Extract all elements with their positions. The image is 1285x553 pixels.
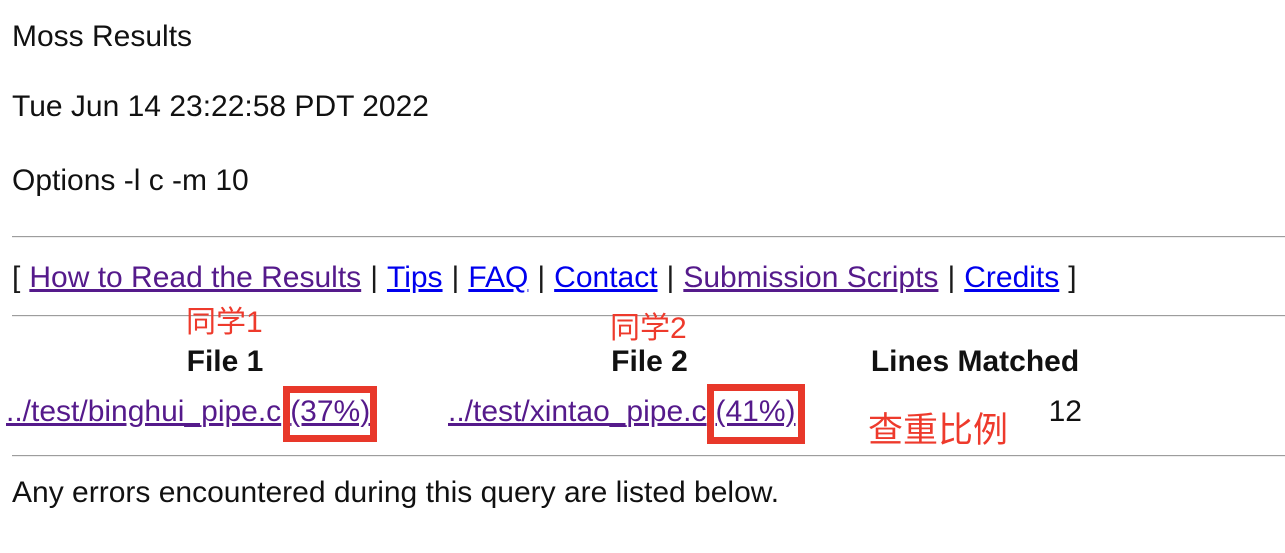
nav-open-bracket: [ (12, 261, 21, 294)
page-title: Moss Results (12, 20, 193, 53)
nav-links-bar: [How to Read the Results | Tips | FAQ | Contac… (12, 261, 1077, 295)
annotation-student2-label: 同学2 (610, 312, 687, 345)
nav-link-contact[interactable]: Contact (554, 261, 658, 294)
nav-separator: | (947, 261, 956, 294)
nav-separator: | (537, 261, 546, 294)
file2-cell: ../test/xintao_pipe.c (41%) (447, 386, 852, 430)
file2-name: ../test/xintao_pipe.c (448, 395, 707, 428)
divider-bottom (12, 455, 1285, 457)
nav-separator: | (370, 261, 378, 294)
nav-close-bracket: ] (1068, 261, 1077, 294)
errors-note: Any errors encountered during this query… (12, 476, 780, 509)
nav-separator: | (666, 261, 675, 294)
nav-link-faq[interactable]: FAQ (468, 261, 529, 294)
nav-link-tips[interactable]: Tips (386, 261, 443, 294)
file2-match-percent-highlight-box: (41%) (715, 395, 796, 428)
nav-link-submission-scripts[interactable]: Submission Scripts (683, 261, 939, 294)
annotation-similarity-ratio-label: 查重比例 (868, 411, 1009, 450)
header-file2: File 2 (611, 345, 688, 378)
results-table-container: File 1 File 2 Lines Matched ../test/bing… (3, 342, 1098, 432)
table-row: ../test/binghui_pipe.c (37%) ../test/xint… (5, 386, 1096, 430)
lines-matched-value: 12 (1048, 395, 1082, 428)
header-lines-matched: Lines Matched (870, 345, 1080, 378)
file1-name: ../test/binghui_pipe.c (6, 395, 282, 428)
table-header-row: File 1 File 2 Lines Matched (5, 344, 1096, 384)
report-date: Tue Jun 14 23:22:58 PDT 2022 (12, 90, 429, 123)
annotation-student1-label: 同学1 (186, 306, 263, 339)
nav-link-credits[interactable]: Credits (964, 261, 1060, 294)
divider-top (12, 236, 1285, 238)
nav-link-how-to-read[interactable]: How to Read the Results (29, 261, 362, 294)
file1-cell: ../test/binghui_pipe.c (37%) (5, 386, 445, 430)
header-file1: File 1 (186, 345, 264, 378)
file2-link[interactable]: ../test/xintao_pipe.c (41%) (448, 395, 796, 428)
file1-link[interactable]: ../test/binghui_pipe.c (37%) (6, 395, 370, 428)
nav-separator: | (451, 261, 460, 294)
report-options: Options -l c -m 10 (12, 164, 249, 197)
file1-match-percent-highlight-box: (37%) (290, 395, 371, 428)
results-table: File 1 File 2 Lines Matched ../test/bing… (3, 342, 1098, 432)
divider-middle (12, 315, 1285, 317)
